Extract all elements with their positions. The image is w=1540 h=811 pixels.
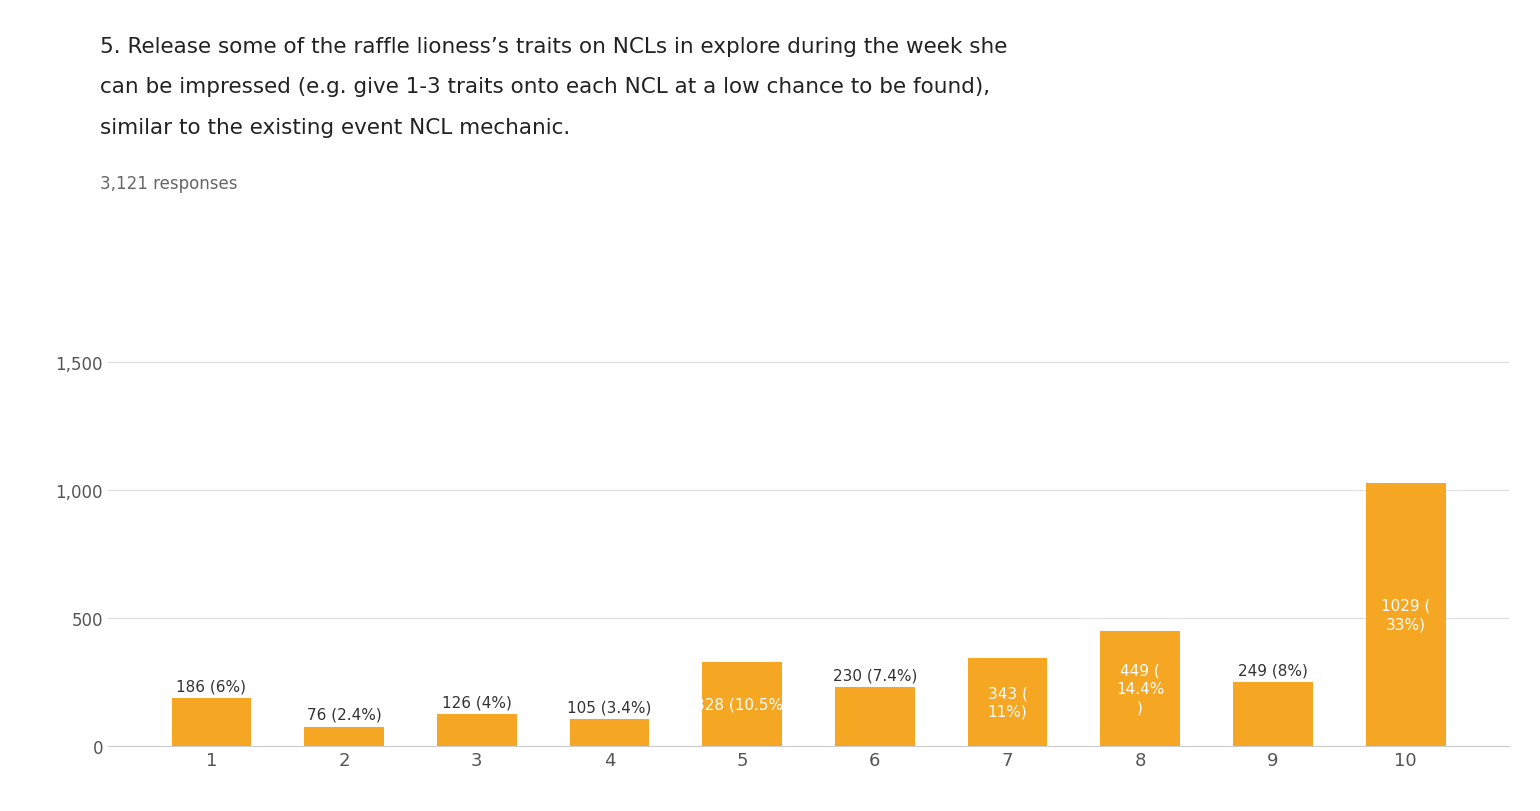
Text: 343 (
11%): 343 ( 11%) <box>987 685 1027 719</box>
Text: 328 (10.5%): 328 (10.5%) <box>695 697 788 712</box>
Bar <box>171 698 251 746</box>
Bar <box>1101 631 1180 746</box>
Text: 186 (6%): 186 (6%) <box>176 679 246 694</box>
Text: can be impressed (e.g. give 1-3 traits onto each NCL at a low chance to be found: can be impressed (e.g. give 1-3 traits o… <box>100 77 990 97</box>
Text: similar to the existing event NCL mechanic.: similar to the existing event NCL mechan… <box>100 118 570 138</box>
Bar <box>967 659 1047 746</box>
Bar <box>835 688 915 746</box>
Bar <box>702 663 782 746</box>
Text: 76 (2.4%): 76 (2.4%) <box>306 707 382 722</box>
Text: 449 (
14.4%
): 449 ( 14.4% ) <box>1116 663 1164 714</box>
Bar <box>437 714 516 746</box>
Text: 5. Release some of the raffle lioness’s traits on NCLs in explore during the wee: 5. Release some of the raffle lioness’s … <box>100 36 1007 57</box>
Bar <box>570 719 650 746</box>
Text: 1029 (
33%): 1029 ( 33%) <box>1381 598 1431 632</box>
Text: 249 (8%): 249 (8%) <box>1238 663 1307 678</box>
Text: 126 (4%): 126 (4%) <box>442 694 511 710</box>
Bar <box>1366 483 1446 746</box>
Bar <box>1234 683 1312 746</box>
Text: 230 (7.4%): 230 (7.4%) <box>833 667 916 683</box>
Text: 3,121 responses: 3,121 responses <box>100 174 237 192</box>
Text: 105 (3.4%): 105 (3.4%) <box>567 700 651 714</box>
Bar <box>305 727 383 746</box>
